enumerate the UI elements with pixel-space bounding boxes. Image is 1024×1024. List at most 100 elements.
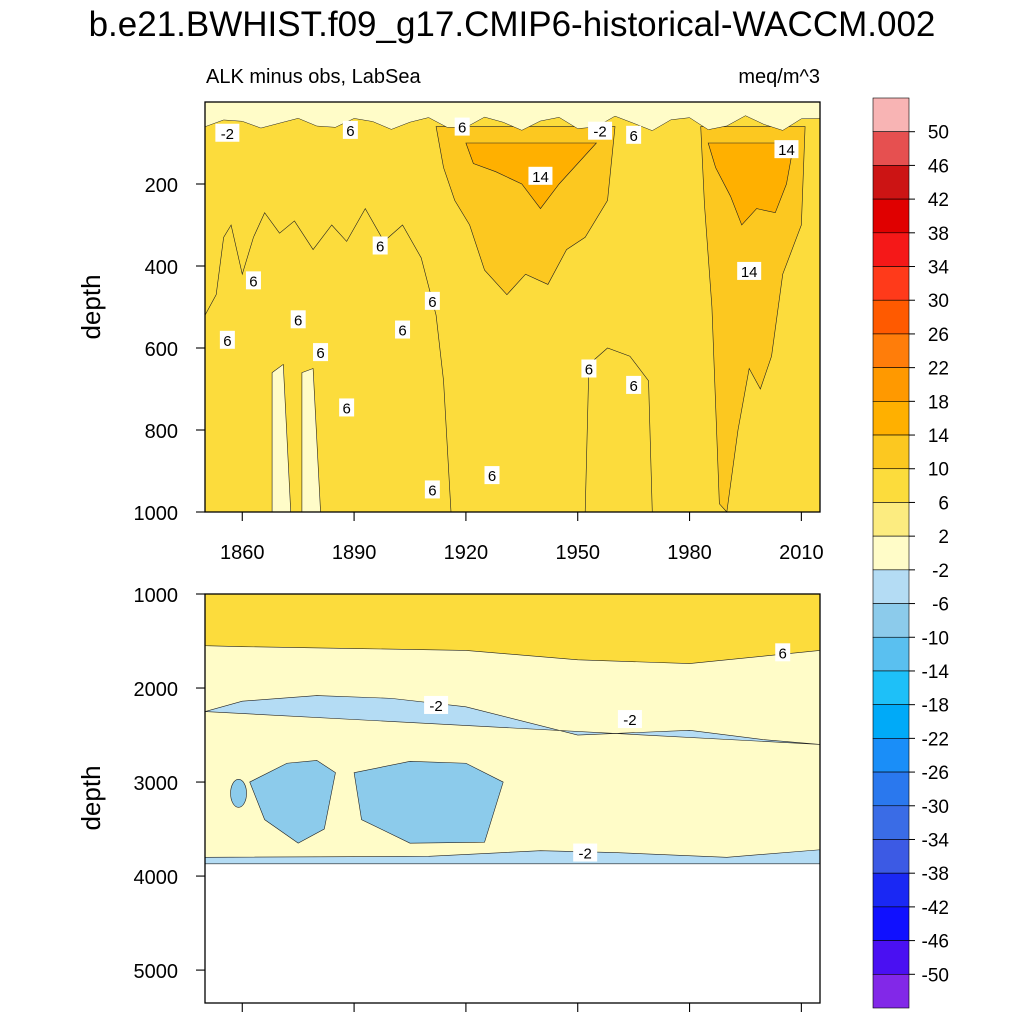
contour-label-box (588, 121, 613, 140)
lower-y-tick-label: 3000 (134, 773, 179, 795)
contour-region-minus-6 (230, 779, 247, 808)
colorbar-swatch (872, 771, 910, 807)
upper-y-tick-label: 200 (145, 175, 178, 197)
contour-region-10 (700, 126, 806, 512)
colorbar-swatch (872, 232, 910, 267)
contour-label-box (219, 330, 235, 349)
contour-region-6 (205, 594, 820, 664)
colorbar-swatch (872, 299, 910, 335)
contour-label: 6 (398, 323, 406, 340)
colorbar-swatch (872, 872, 910, 908)
contour-label: 6 (428, 482, 436, 499)
contour-label-box (395, 320, 411, 339)
contour-label-box (424, 695, 449, 714)
colorbar-level-label: 42 (928, 190, 949, 211)
contour-label-box (626, 375, 642, 394)
contour-label: 6 (428, 294, 436, 311)
contour-label-box (339, 398, 355, 417)
contour-label: -2 (221, 126, 234, 143)
contour-label: -2 (623, 712, 636, 729)
contour-label-box (342, 120, 358, 139)
contour-label-box (617, 710, 642, 729)
colorbar-swatch (872, 468, 910, 503)
lower-y-tick-label: 5000 (134, 961, 179, 983)
contour-label-box (215, 123, 240, 142)
colorbar-level-label: -38 (922, 864, 949, 885)
contour-label: 6 (346, 123, 354, 140)
colorbar-level-label: -42 (922, 898, 949, 919)
contour-label-box (626, 125, 642, 144)
colorbar-swatch (872, 333, 910, 368)
variable-label: ALK minus obs, LabSea (206, 66, 421, 88)
contour-label: 6 (316, 345, 324, 362)
colorbar-level-label: 34 (928, 258, 950, 279)
contour-label: 14 (741, 264, 758, 281)
colorbar-swatch (872, 502, 910, 537)
colorbar-swatch (872, 670, 910, 705)
colorbar-swatch (872, 367, 910, 402)
colorbar-level-label: -18 (922, 696, 949, 717)
contour-label-box (290, 310, 306, 329)
colorbar-level-label: -30 (922, 797, 949, 818)
x-tick-label: 1920 (444, 542, 489, 564)
colorbar-level-label: 2 (938, 527, 949, 548)
colorbar-level-label: -50 (922, 965, 949, 986)
contour-region-minus-6 (249, 760, 336, 844)
colorbar-swatch (872, 165, 910, 200)
contour-label: 6 (376, 239, 384, 256)
colorbar-level-label: 6 (938, 493, 949, 514)
contour-label: 6 (249, 273, 257, 290)
contour-region-2 (301, 368, 321, 512)
contour-label-box (774, 140, 799, 159)
colorbar-swatch (872, 636, 910, 672)
lower-contour-fields (205, 594, 820, 865)
colorbar-swatch (872, 266, 910, 301)
contour-label: 6 (585, 362, 593, 379)
lower-panel: 1000 2000 3000 4000 5000 6 -2 -2 -2 (134, 585, 821, 1012)
colorbar-swatch (872, 434, 910, 470)
x-tick-label: 1860 (220, 542, 265, 564)
contour-label: 6 (488, 468, 496, 485)
contour-label-box (372, 236, 388, 255)
contour-label: 6 (779, 645, 787, 662)
colorbar-level-label: -34 (922, 830, 950, 851)
upper-y-tick-label: 800 (145, 421, 178, 443)
colorbar-level-label: -22 (922, 729, 949, 750)
contour-label: -2 (593, 124, 606, 141)
colorbar-swatch (872, 940, 910, 975)
contour-label-box (245, 271, 261, 290)
upper-plot-frame (204, 101, 821, 513)
colorbar-level-label: -10 (922, 628, 949, 649)
contour-label: 6 (629, 128, 637, 145)
colorbar-level-label: 18 (928, 392, 949, 413)
colorbar-level-label: -6 (932, 595, 949, 616)
x-tick-label: 2010 (779, 542, 824, 564)
contour-label-box (573, 843, 598, 862)
contour-label: 6 (629, 378, 637, 395)
colorbar-swatch (872, 569, 910, 604)
colorbar-level-label: 26 (928, 325, 949, 346)
colorbar-swatch (872, 738, 910, 773)
surface-band (205, 102, 820, 131)
upper-y-tick-label: 600 (145, 339, 178, 361)
colorbar-level-label: -14 (922, 662, 950, 683)
colorbar-level-label: -46 (922, 932, 949, 953)
contour-region-2 (271, 363, 292, 512)
colorbar-swatch (872, 401, 910, 436)
x-tick-label: 1890 (332, 542, 377, 564)
units-label: meq/m^3 (738, 66, 820, 88)
upper-y-tick-label: 400 (145, 257, 178, 279)
colorbar-level-label: -26 (922, 763, 949, 784)
colorbar-swatch (872, 97, 910, 133)
contour-label-box (737, 261, 762, 280)
figure-title: b.e21.BWHIST.f09_g17.CMIP6-historical-WA… (89, 5, 936, 44)
colorbar-swatch (872, 131, 910, 166)
contour-label: 6 (458, 120, 466, 137)
upper-panel: 200 400 600 800 1000 1860 1890 1920 1950 1980 2010… (134, 101, 824, 564)
contour-label-box (775, 643, 791, 662)
contour-region-minus-2 (205, 695, 820, 865)
lower-y-tick-label: 1000 (134, 585, 179, 607)
contour-label-box (528, 166, 553, 185)
colorbar-swatch (872, 839, 910, 874)
colorbar-swatch (872, 704, 910, 739)
